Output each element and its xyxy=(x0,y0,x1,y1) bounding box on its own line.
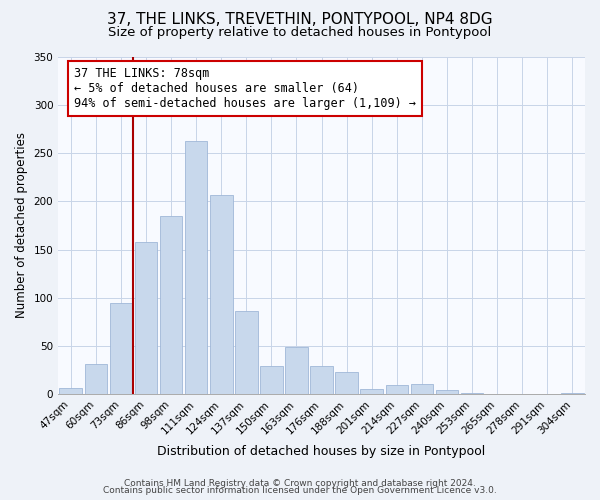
Bar xyxy=(386,385,408,394)
Bar xyxy=(285,347,308,395)
Text: Contains HM Land Registry data © Crown copyright and database right 2024.: Contains HM Land Registry data © Crown c… xyxy=(124,478,476,488)
Y-axis label: Number of detached properties: Number of detached properties xyxy=(15,132,28,318)
Bar xyxy=(260,366,283,394)
Text: Size of property relative to detached houses in Pontypool: Size of property relative to detached ho… xyxy=(109,26,491,39)
Bar xyxy=(210,194,233,394)
Bar xyxy=(134,242,157,394)
Bar xyxy=(410,384,433,394)
Bar xyxy=(335,372,358,394)
Bar xyxy=(110,302,132,394)
Bar xyxy=(461,392,484,394)
Bar xyxy=(436,390,458,394)
Bar xyxy=(310,366,333,394)
Bar xyxy=(185,142,208,394)
Text: Contains public sector information licensed under the Open Government Licence v3: Contains public sector information licen… xyxy=(103,486,497,495)
Bar xyxy=(85,364,107,394)
Bar xyxy=(59,388,82,394)
Text: 37 THE LINKS: 78sqm
← 5% of detached houses are smaller (64)
94% of semi-detache: 37 THE LINKS: 78sqm ← 5% of detached hou… xyxy=(74,66,416,110)
X-axis label: Distribution of detached houses by size in Pontypool: Distribution of detached houses by size … xyxy=(157,444,486,458)
Bar xyxy=(361,388,383,394)
Bar xyxy=(561,392,584,394)
Bar xyxy=(160,216,182,394)
Bar xyxy=(235,312,257,394)
Text: 37, THE LINKS, TREVETHIN, PONTYPOOL, NP4 8DG: 37, THE LINKS, TREVETHIN, PONTYPOOL, NP4… xyxy=(107,12,493,28)
